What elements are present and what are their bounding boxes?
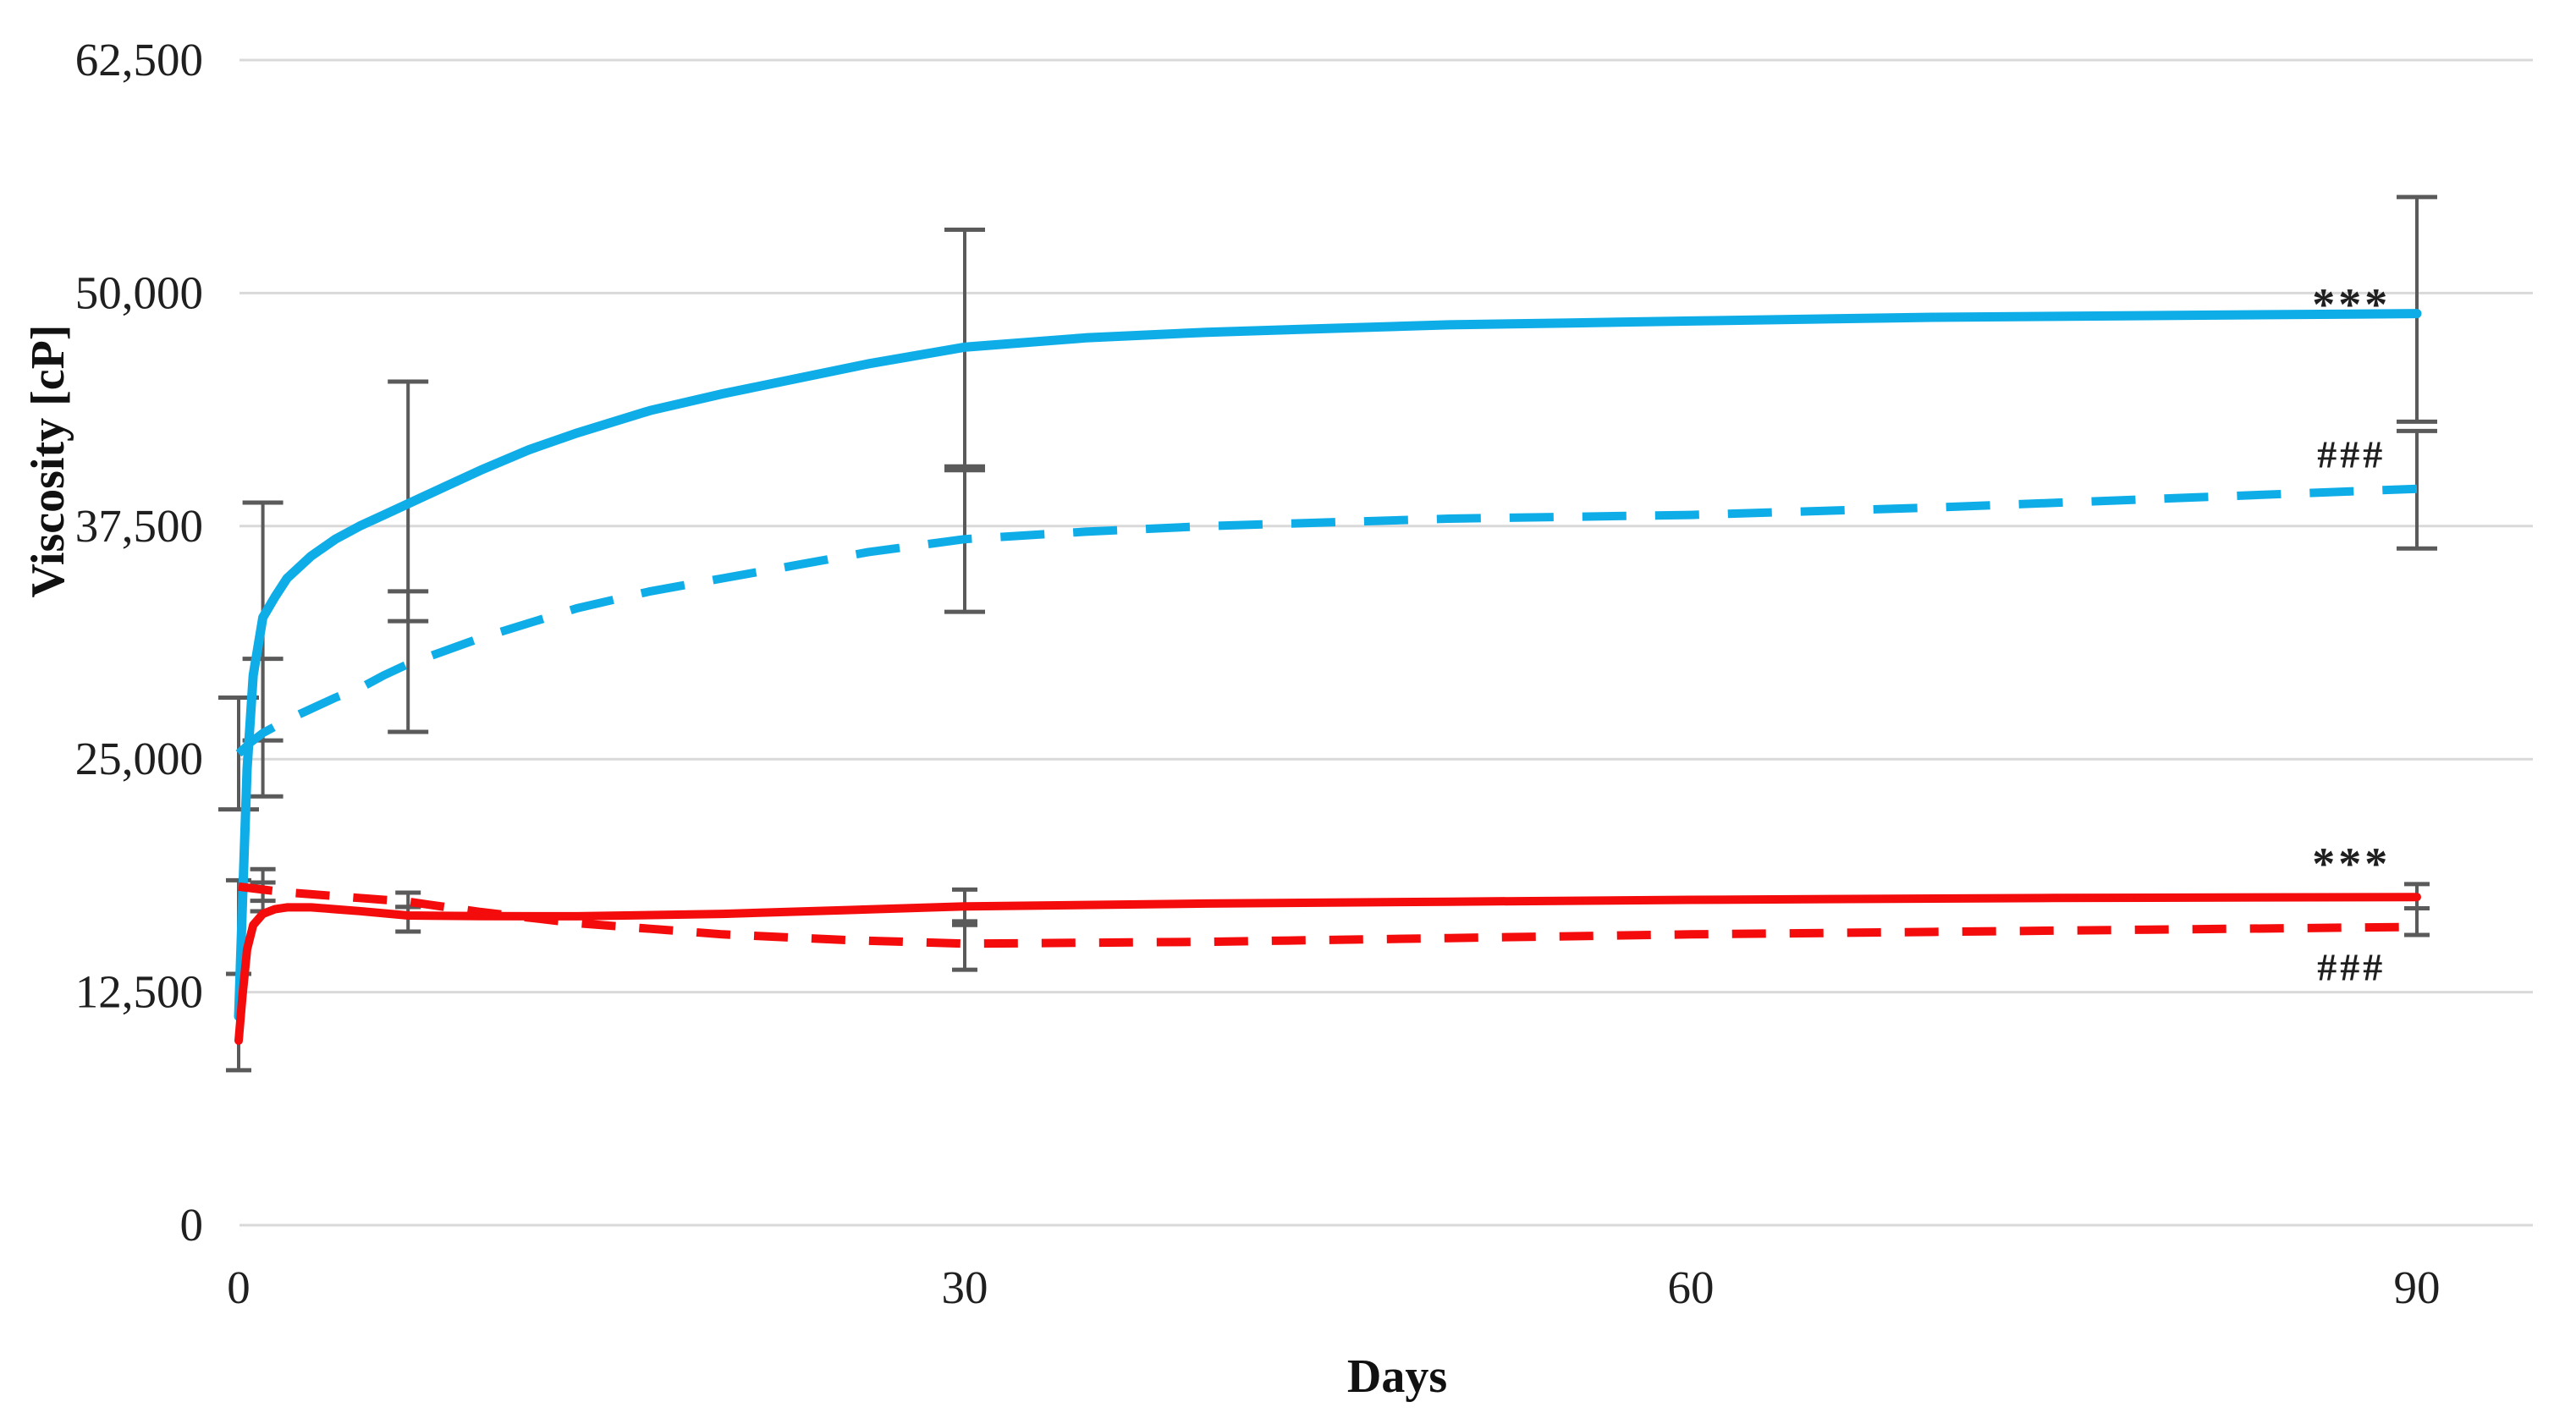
annotation-stars-red-solid: *** [2312,838,2391,889]
error-bar-red-dashed-day30 [952,922,977,972]
series-line-red-dashed [238,882,2418,948]
y-tick-label: 50,000 [75,267,203,318]
y-tick-label: 62,500 [75,34,203,85]
annotation-hashes-blue-dashed: ### [2317,432,2386,476]
x-axis-tick-labels: 0 30 60 90 [227,1262,2440,1313]
x-tick-label: 60 [1668,1262,1715,1313]
annotation-hashes-red-dashed: ### [2317,945,2386,988]
x-axis-title: Days [1347,1350,1447,1403]
series-line-blue-dashed [235,484,2418,757]
series-lines [234,309,2422,1045]
series-line-red-solid [234,893,2421,1045]
x-tick-label: 90 [2394,1262,2441,1313]
x-tick-label: 0 [227,1262,250,1313]
y-axis-tick-labels: 0 12,500 25,000 37,500 50,000 62,500 [75,34,203,1251]
y-tick-label: 37,500 [75,500,203,552]
error-bar-red-dashed-day90 [2404,905,2430,937]
gridlines [239,58,2533,1227]
significance-annotations: *** ### *** ### [2312,279,2391,988]
x-tick-label: 30 [942,1262,988,1313]
y-tick-label: 0 [180,1199,204,1251]
error-bar-blue-dashed-day7 [388,589,429,734]
y-axis-title: Viscosity [cP] [22,325,74,598]
series-line-blue-solid [234,309,2422,1021]
annotation-stars-blue-solid: *** [2312,279,2391,330]
y-tick-label: 25,000 [75,733,203,784]
y-tick-label: 12,500 [75,966,203,1018]
